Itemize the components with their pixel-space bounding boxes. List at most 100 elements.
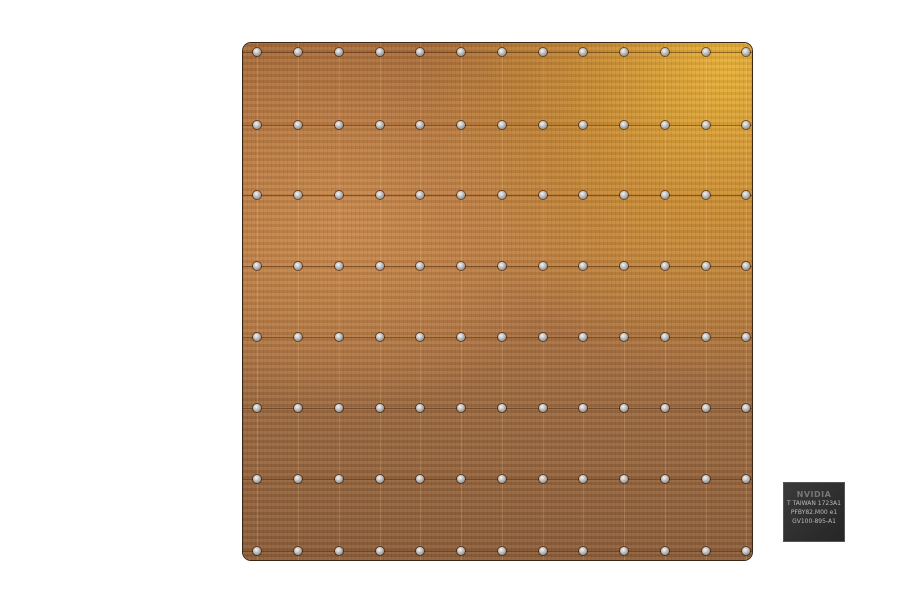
mounting-hole (457, 475, 465, 483)
nvidia-logo: NVIDIA (796, 490, 832, 499)
mounting-hole (579, 262, 587, 270)
mounting-hole (498, 547, 506, 555)
mounting-hole (376, 121, 384, 129)
mounting-hole (579, 404, 587, 412)
mounting-hole (702, 547, 710, 555)
mounting-hole (253, 48, 261, 56)
wafer-column-line (420, 43, 421, 560)
mounting-hole (335, 121, 343, 129)
mounting-hole (579, 547, 587, 555)
mounting-hole (539, 404, 547, 412)
mounting-hole (335, 404, 343, 412)
mounting-hole (294, 475, 302, 483)
mounting-hole (335, 475, 343, 483)
mounting-hole (416, 475, 424, 483)
chip-marking-line: PFBY82.M00 e1 (790, 509, 838, 516)
mounting-hole (457, 262, 465, 270)
wafer-column-line (706, 43, 707, 560)
chip-marking-line: GV100-895-A1 (792, 518, 836, 525)
mounting-hole (579, 475, 587, 483)
mounting-hole (294, 333, 302, 341)
mounting-hole (253, 191, 261, 199)
mounting-hole (416, 404, 424, 412)
wafer-column-line (257, 43, 258, 560)
wafer-column-line (461, 43, 462, 560)
mounting-hole (376, 191, 384, 199)
wafer-row-line (243, 337, 752, 338)
mounting-hole (335, 333, 343, 341)
mounting-hole (294, 48, 302, 56)
mounting-hole (457, 333, 465, 341)
mounting-hole (539, 333, 547, 341)
wafer-column-line (583, 43, 584, 560)
wafer-row-line (243, 408, 752, 409)
mounting-hole (742, 191, 750, 199)
mounting-hole (620, 404, 628, 412)
wafer-column-line (543, 43, 544, 560)
mounting-hole (335, 191, 343, 199)
mounting-hole (253, 262, 261, 270)
wafer-column-line (624, 43, 625, 560)
mounting-hole (376, 48, 384, 56)
mounting-hole (416, 191, 424, 199)
mounting-hole (661, 48, 669, 56)
mounting-hole (539, 475, 547, 483)
mounting-hole (742, 121, 750, 129)
mounting-hole (416, 333, 424, 341)
mounting-hole (457, 191, 465, 199)
mounting-hole (539, 191, 547, 199)
mounting-hole (376, 333, 384, 341)
mounting-hole (620, 191, 628, 199)
mounting-hole (457, 404, 465, 412)
wafer-column-line (339, 43, 340, 560)
mounting-hole (539, 547, 547, 555)
mounting-hole (661, 333, 669, 341)
mounting-hole (457, 121, 465, 129)
mounting-hole (457, 547, 465, 555)
mounting-hole (376, 262, 384, 270)
mounting-hole (742, 48, 750, 56)
mounting-hole (253, 121, 261, 129)
mounting-hole (702, 191, 710, 199)
mounting-hole (335, 547, 343, 555)
mounting-hole (539, 48, 547, 56)
mounting-hole (253, 475, 261, 483)
wafer-column-line (380, 43, 381, 560)
mounting-hole (742, 262, 750, 270)
mounting-hole (539, 262, 547, 270)
mounting-hole (498, 475, 506, 483)
mounting-hole (702, 262, 710, 270)
mounting-hole (294, 262, 302, 270)
mounting-hole (661, 121, 669, 129)
mounting-hole (376, 475, 384, 483)
mounting-hole (457, 48, 465, 56)
mounting-hole (294, 404, 302, 412)
wafer-row-line (243, 266, 752, 267)
mounting-hole (294, 547, 302, 555)
mounting-hole (579, 121, 587, 129)
mounting-hole (294, 191, 302, 199)
wafer-row-line (243, 52, 752, 53)
mounting-hole (376, 404, 384, 412)
mounting-hole (579, 48, 587, 56)
mounting-hole (498, 404, 506, 412)
mounting-hole (620, 121, 628, 129)
mounting-hole (702, 121, 710, 129)
mounting-hole (253, 547, 261, 555)
mounting-hole (539, 121, 547, 129)
gpu-chip: NVIDIA T TAIWAN 1723A1 PFBY82.M00 e1 GV1… (783, 482, 845, 542)
mounting-hole (620, 547, 628, 555)
mounting-hole (579, 191, 587, 199)
mounting-hole (498, 121, 506, 129)
mounting-hole (416, 48, 424, 56)
mounting-hole (498, 48, 506, 56)
mounting-hole (661, 475, 669, 483)
wafer-row-line (243, 195, 752, 196)
wafer-row-line (243, 551, 752, 552)
mounting-hole (253, 333, 261, 341)
wafer-row-line (243, 125, 752, 126)
mounting-hole (742, 547, 750, 555)
mounting-hole (416, 262, 424, 270)
mounting-hole (335, 262, 343, 270)
wafer-column-line (665, 43, 666, 560)
